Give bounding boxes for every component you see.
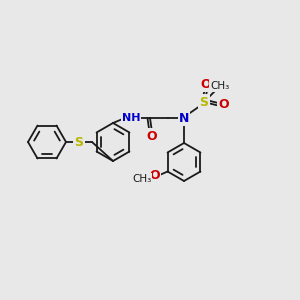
Text: O: O (147, 130, 157, 142)
Text: O: O (219, 98, 229, 110)
Text: NH: NH (122, 113, 140, 123)
Text: S: S (74, 136, 83, 148)
Text: O: O (149, 169, 160, 182)
Text: O: O (201, 77, 211, 91)
Text: N: N (179, 112, 189, 124)
Text: S: S (200, 95, 208, 109)
Text: CH₃: CH₃ (132, 175, 151, 184)
Text: CH₃: CH₃ (210, 81, 230, 91)
